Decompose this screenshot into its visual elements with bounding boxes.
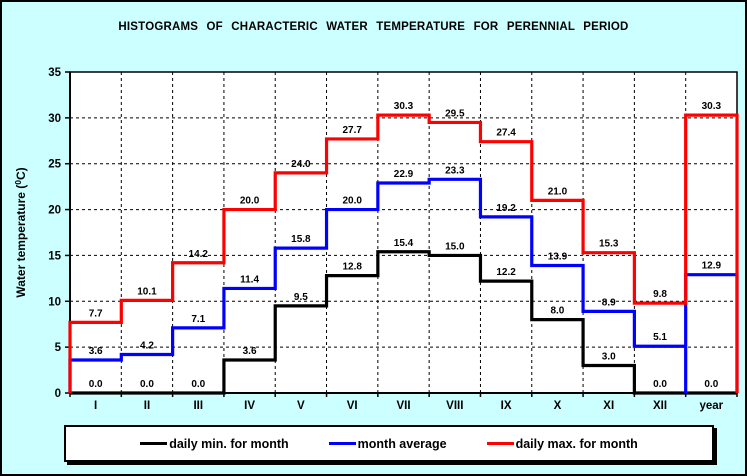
x-tick-label: IV xyxy=(244,400,255,412)
value-label: 12.2 xyxy=(496,267,516,278)
value-label: 12.9 xyxy=(702,261,722,272)
x-tick-label: III xyxy=(193,400,203,412)
value-label: 0.0 xyxy=(653,379,667,390)
value-label: 30.3 xyxy=(394,101,414,112)
x-tick-label: X xyxy=(554,400,562,412)
y-axis-title: Water temperature (0C) xyxy=(13,167,28,297)
x-tick-label: II xyxy=(144,400,150,412)
y-tick-label: 20 xyxy=(48,205,61,217)
y-tick-label: 25 xyxy=(48,159,61,171)
series-line-month-average xyxy=(68,177,739,393)
value-label: 8.9 xyxy=(602,297,616,308)
value-label: 21.0 xyxy=(548,186,568,197)
x-tick-label: I xyxy=(94,400,97,412)
month-average-line-swatch-icon xyxy=(328,442,356,445)
x-tick-label: VII xyxy=(396,400,410,412)
y-tick-label: 30 xyxy=(48,113,61,125)
y-tick-label: 0 xyxy=(55,388,61,400)
value-label: 15.3 xyxy=(599,239,619,250)
value-label: 19.2 xyxy=(496,203,516,214)
value-label: 29.5 xyxy=(445,108,465,119)
plot-background xyxy=(70,72,737,393)
x-tick-label: XII xyxy=(653,400,667,412)
value-label: 3.6 xyxy=(243,346,257,357)
value-label: 15.8 xyxy=(291,234,311,245)
value-label: 23.3 xyxy=(445,165,465,176)
legend-label-month-average: month average xyxy=(357,436,447,451)
value-label: 30.3 xyxy=(702,101,722,112)
value-label: 13.9 xyxy=(548,252,568,263)
value-label: 22.9 xyxy=(394,169,414,180)
x-tick-label: year xyxy=(700,400,724,412)
legend-item-daily-max: daily max. for month xyxy=(486,436,638,451)
value-label: 10.1 xyxy=(137,286,157,297)
value-label: 15.0 xyxy=(445,241,465,252)
legend-item-month-average: month average xyxy=(328,436,447,451)
x-tick-label: IX xyxy=(501,400,512,412)
value-label: 9.5 xyxy=(294,292,308,303)
chart-title: HISTOGRAMS OF CHARACTERIC WATER TEMPERAT… xyxy=(118,21,629,33)
x-tick-label: V xyxy=(297,400,305,412)
y-tick-label: 5 xyxy=(55,342,62,354)
series-line-daily-max-for-month xyxy=(68,113,739,393)
value-label: 14.2 xyxy=(189,249,209,260)
y-tick-label: 35 xyxy=(48,67,61,79)
value-label: 8.0 xyxy=(550,306,564,317)
y-tick-label: 10 xyxy=(48,296,61,308)
x-tick-label: VI xyxy=(347,400,358,412)
x-tick-label: XI xyxy=(603,400,614,412)
value-label: 0.0 xyxy=(140,379,154,390)
value-label: 4.2 xyxy=(140,340,154,351)
value-label: 3.0 xyxy=(602,351,616,362)
value-label: 3.6 xyxy=(89,346,103,357)
value-label: 7.7 xyxy=(89,308,103,319)
value-label: 5.1 xyxy=(653,332,667,343)
legend-label-daily-max: daily max. for month xyxy=(515,436,638,451)
legend-item-daily-min: daily min. for month xyxy=(140,436,289,451)
value-label: 20.0 xyxy=(240,196,260,207)
value-label: 20.0 xyxy=(342,196,362,207)
x-tick-label: VIII xyxy=(446,400,463,412)
value-label: 7.1 xyxy=(191,314,205,325)
y-tick-label: 15 xyxy=(48,250,61,262)
value-label: 0.0 xyxy=(191,379,205,390)
daily-min-line-swatch-icon xyxy=(140,442,168,445)
value-label: 0.0 xyxy=(89,379,103,390)
value-label: 12.8 xyxy=(342,262,362,273)
value-label: 9.8 xyxy=(653,289,667,300)
value-label: 27.7 xyxy=(342,125,362,136)
legend: daily min. for month month average daily… xyxy=(64,425,714,462)
value-label: 11.4 xyxy=(240,274,259,285)
value-label: 0.0 xyxy=(704,379,718,390)
value-label: 15.4 xyxy=(394,238,414,249)
series-line-daily-min-for-month xyxy=(70,250,737,395)
value-label: 27.4 xyxy=(496,128,516,139)
value-label: 24.0 xyxy=(291,159,311,170)
daily-max-line-swatch-icon xyxy=(486,442,514,445)
legend-label-daily-min: daily min. for month xyxy=(169,436,289,451)
